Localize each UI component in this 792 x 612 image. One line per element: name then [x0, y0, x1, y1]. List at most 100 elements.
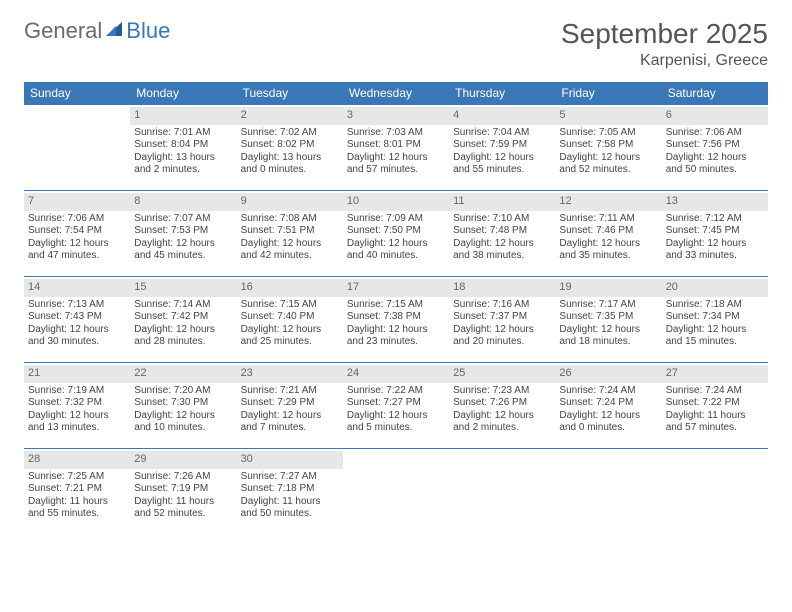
day-number: 22: [130, 365, 236, 383]
daylight-text: and 52 minutes.: [559, 164, 657, 177]
calendar-day-cell: 3Sunrise: 7:03 AMSunset: 8:01 PMDaylight…: [343, 105, 449, 191]
sunrise-text: Sunrise: 7:27 AM: [241, 471, 339, 484]
day-number: 21: [24, 365, 130, 383]
calendar-week-row: 14Sunrise: 7:13 AMSunset: 7:43 PMDayligh…: [24, 277, 768, 363]
daylight-text: Daylight: 12 hours: [666, 152, 764, 165]
day-number: 18: [449, 279, 555, 297]
sunset-text: Sunset: 8:04 PM: [134, 139, 232, 152]
sunset-text: Sunset: 7:56 PM: [666, 139, 764, 152]
header: General Blue September 2025 Karpenisi, G…: [24, 18, 768, 70]
calendar-day-cell: 11Sunrise: 7:10 AMSunset: 7:48 PMDayligh…: [449, 191, 555, 277]
calendar-day-cell: 23Sunrise: 7:21 AMSunset: 7:29 PMDayligh…: [237, 363, 343, 449]
daylight-text: and 25 minutes.: [241, 336, 339, 349]
sunrise-text: Sunrise: 7:06 AM: [28, 213, 126, 226]
sunset-text: Sunset: 7:42 PM: [134, 311, 232, 324]
daylight-text: Daylight: 12 hours: [134, 238, 232, 251]
daylight-text: and 55 minutes.: [28, 508, 126, 521]
calendar-day-cell: 7Sunrise: 7:06 AMSunset: 7:54 PMDaylight…: [24, 191, 130, 277]
sunset-text: Sunset: 8:02 PM: [241, 139, 339, 152]
weekday-header: Sunday: [24, 82, 130, 105]
sunrise-text: Sunrise: 7:07 AM: [134, 213, 232, 226]
sunrise-text: Sunrise: 7:14 AM: [134, 299, 232, 312]
sunset-text: Sunset: 7:35 PM: [559, 311, 657, 324]
calendar-day-cell: 16Sunrise: 7:15 AMSunset: 7:40 PMDayligh…: [237, 277, 343, 363]
daylight-text: Daylight: 12 hours: [28, 410, 126, 423]
sunrise-text: Sunrise: 7:25 AM: [28, 471, 126, 484]
daylight-text: Daylight: 12 hours: [241, 238, 339, 251]
sunset-text: Sunset: 7:59 PM: [453, 139, 551, 152]
daylight-text: and 18 minutes.: [559, 336, 657, 349]
daylight-text: and 10 minutes.: [134, 422, 232, 435]
daylight-text: Daylight: 12 hours: [559, 324, 657, 337]
sunset-text: Sunset: 7:30 PM: [134, 397, 232, 410]
calendar-week-row: 1Sunrise: 7:01 AMSunset: 8:04 PMDaylight…: [24, 105, 768, 191]
daylight-text: Daylight: 12 hours: [241, 324, 339, 337]
sunrise-text: Sunrise: 7:19 AM: [28, 385, 126, 398]
calendar-day-cell: [343, 449, 449, 535]
daylight-text: Daylight: 13 hours: [134, 152, 232, 165]
sunset-text: Sunset: 7:22 PM: [666, 397, 764, 410]
sunset-text: Sunset: 7:58 PM: [559, 139, 657, 152]
daylight-text: and 50 minutes.: [666, 164, 764, 177]
daylight-text: and 15 minutes.: [666, 336, 764, 349]
calendar-day-cell: 30Sunrise: 7:27 AMSunset: 7:18 PMDayligh…: [237, 449, 343, 535]
sunrise-text: Sunrise: 7:16 AM: [453, 299, 551, 312]
sunrise-text: Sunrise: 7:21 AM: [241, 385, 339, 398]
daylight-text: and 45 minutes.: [134, 250, 232, 263]
day-number: 15: [130, 279, 236, 297]
calendar-day-cell: [555, 449, 661, 535]
location: Karpenisi, Greece: [561, 52, 768, 70]
daylight-text: Daylight: 12 hours: [347, 238, 445, 251]
calendar-day-cell: 8Sunrise: 7:07 AMSunset: 7:53 PMDaylight…: [130, 191, 236, 277]
daylight-text: Daylight: 11 hours: [241, 496, 339, 509]
calendar-day-cell: 21Sunrise: 7:19 AMSunset: 7:32 PMDayligh…: [24, 363, 130, 449]
daylight-text: Daylight: 12 hours: [134, 410, 232, 423]
sunset-text: Sunset: 7:29 PM: [241, 397, 339, 410]
sunrise-text: Sunrise: 7:17 AM: [559, 299, 657, 312]
daylight-text: and 0 minutes.: [241, 164, 339, 177]
sunrise-text: Sunrise: 7:22 AM: [347, 385, 445, 398]
daylight-text: and 30 minutes.: [28, 336, 126, 349]
sunset-text: Sunset: 7:19 PM: [134, 483, 232, 496]
calendar-table: Sunday Monday Tuesday Wednesday Thursday…: [24, 82, 768, 535]
sunset-text: Sunset: 7:34 PM: [666, 311, 764, 324]
day-number: 25: [449, 365, 555, 383]
day-number: 19: [555, 279, 661, 297]
sunset-text: Sunset: 8:01 PM: [347, 139, 445, 152]
daylight-text: Daylight: 12 hours: [666, 238, 764, 251]
sunrise-text: Sunrise: 7:04 AM: [453, 127, 551, 140]
sunrise-text: Sunrise: 7:15 AM: [347, 299, 445, 312]
day-number: 3: [343, 107, 449, 125]
calendar-day-cell: 22Sunrise: 7:20 AMSunset: 7:30 PMDayligh…: [130, 363, 236, 449]
calendar-day-cell: [449, 449, 555, 535]
title-block: September 2025 Karpenisi, Greece: [561, 18, 768, 70]
daylight-text: and 23 minutes.: [347, 336, 445, 349]
sunset-text: Sunset: 7:27 PM: [347, 397, 445, 410]
sunrise-text: Sunrise: 7:09 AM: [347, 213, 445, 226]
day-number: 5: [555, 107, 661, 125]
daylight-text: Daylight: 12 hours: [559, 152, 657, 165]
daylight-text: and 28 minutes.: [134, 336, 232, 349]
day-number: 13: [662, 193, 768, 211]
sunset-text: Sunset: 7:53 PM: [134, 225, 232, 238]
daylight-text: Daylight: 12 hours: [559, 238, 657, 251]
sunrise-text: Sunrise: 7:18 AM: [666, 299, 764, 312]
weekday-header: Monday: [130, 82, 236, 105]
day-number: 27: [662, 365, 768, 383]
daylight-text: Daylight: 12 hours: [559, 410, 657, 423]
daylight-text: Daylight: 12 hours: [347, 152, 445, 165]
daylight-text: and 57 minutes.: [666, 422, 764, 435]
day-number: 12: [555, 193, 661, 211]
sunrise-text: Sunrise: 7:06 AM: [666, 127, 764, 140]
sunrise-text: Sunrise: 7:13 AM: [28, 299, 126, 312]
day-number: 28: [24, 451, 130, 469]
daylight-text: and 13 minutes.: [28, 422, 126, 435]
daylight-text: and 40 minutes.: [347, 250, 445, 263]
day-number: 30: [237, 451, 343, 469]
sunset-text: Sunset: 7:21 PM: [28, 483, 126, 496]
calendar-day-cell: 26Sunrise: 7:24 AMSunset: 7:24 PMDayligh…: [555, 363, 661, 449]
daylight-text: Daylight: 11 hours: [666, 410, 764, 423]
daylight-text: and 57 minutes.: [347, 164, 445, 177]
sunrise-text: Sunrise: 7:26 AM: [134, 471, 232, 484]
calendar-day-cell: 12Sunrise: 7:11 AMSunset: 7:46 PMDayligh…: [555, 191, 661, 277]
